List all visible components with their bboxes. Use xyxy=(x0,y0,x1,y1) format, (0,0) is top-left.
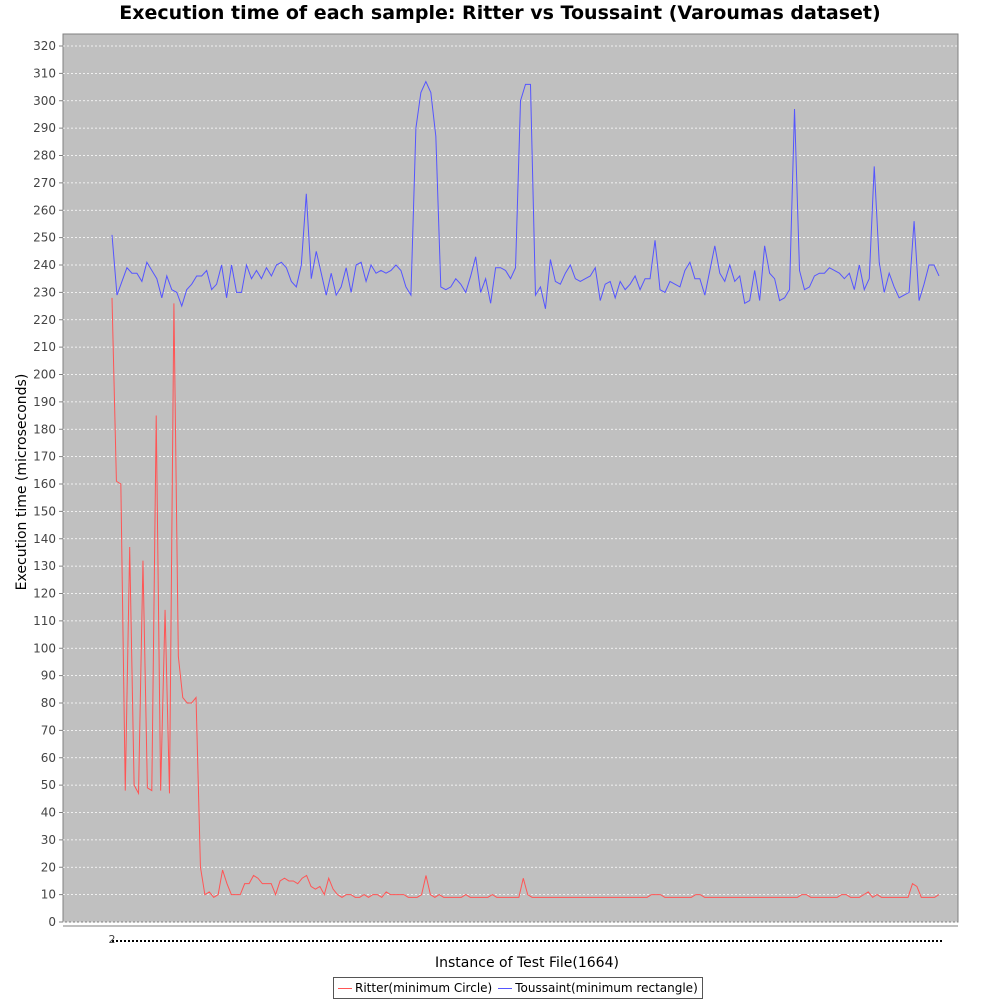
legend: Ritter(minimum Circle) Toussaint(minimum … xyxy=(333,977,703,999)
y-tick-label: 260 xyxy=(33,203,56,217)
y-tick-label: 250 xyxy=(33,231,56,245)
y-tick-label: 210 xyxy=(33,340,56,354)
y-tick-label: 200 xyxy=(33,368,56,382)
chart-title: Execution time of each sample: Ritter vs… xyxy=(119,2,881,24)
y-tick-label: 80 xyxy=(41,696,56,710)
plot-area xyxy=(62,33,959,923)
y-tick-label: 0 xyxy=(48,915,56,929)
y-tick-label: 290 xyxy=(33,121,56,135)
y-tick-label: 110 xyxy=(33,614,56,628)
y-tick-label: 30 xyxy=(41,833,56,847)
y-tick-label: 130 xyxy=(33,559,56,573)
y-tick-label: 230 xyxy=(33,285,56,299)
y-tick-label: 310 xyxy=(33,66,56,80)
y-tick-label: 280 xyxy=(33,149,56,163)
y-tick-label: 190 xyxy=(33,395,56,409)
y-tick-label: 100 xyxy=(33,641,56,655)
series-line-ritter xyxy=(111,297,940,899)
y-tick-label: 50 xyxy=(41,778,56,792)
y-tick-label: 20 xyxy=(41,860,56,874)
y-tick-label: 240 xyxy=(33,258,56,272)
legend-swatch xyxy=(338,987,352,989)
y-tick-label: 180 xyxy=(33,422,56,436)
x-tick-label: 2 xyxy=(109,933,116,946)
y-tick-label: 160 xyxy=(33,477,56,491)
y-tick-label: 90 xyxy=(41,669,56,683)
legend-label: Ritter(minimum Circle) xyxy=(355,981,493,995)
y-tick-label: 220 xyxy=(33,313,56,327)
series-line-toussaint xyxy=(111,80,940,309)
y-tick-label: 140 xyxy=(33,532,56,546)
y-tick-label: 60 xyxy=(41,751,56,765)
legend-swatch xyxy=(498,987,513,989)
x-axis-label: Instance of Test File(1664) xyxy=(435,955,619,971)
y-axis-label: Execution time (microseconds) xyxy=(14,374,30,591)
y-tick-label: 40 xyxy=(41,806,56,820)
legend-label: Toussaint(minimum rectangle) xyxy=(515,981,698,995)
y-tick-label: 270 xyxy=(33,176,56,190)
y-tick-label: 300 xyxy=(33,94,56,108)
y-tick-label: 320 xyxy=(33,39,56,53)
y-tick-label: 70 xyxy=(41,723,56,737)
y-tick-label: 150 xyxy=(33,504,56,518)
legend-item-ritter: Ritter(minimum Circle) xyxy=(338,981,492,995)
y-tick-label: 170 xyxy=(33,450,56,464)
y-tick-label: 120 xyxy=(33,587,56,601)
legend-item-toussaint: Toussaint(minimum rectangle) xyxy=(498,981,698,995)
y-tick-label: 10 xyxy=(41,888,56,902)
